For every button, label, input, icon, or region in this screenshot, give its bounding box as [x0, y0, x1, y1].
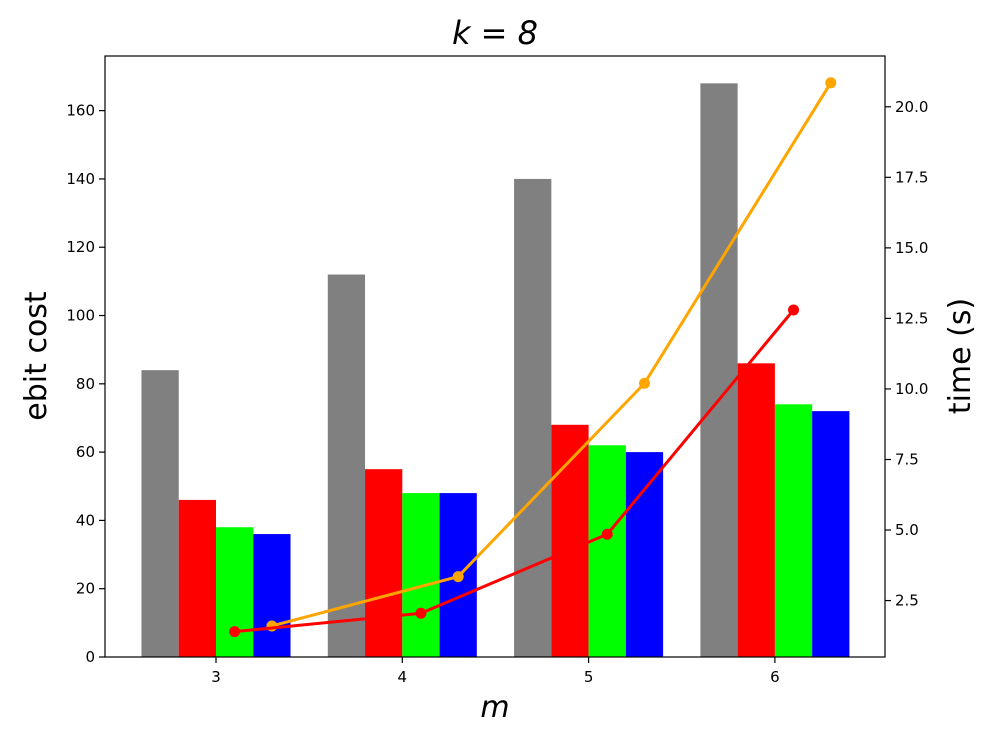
y-tick-label: 40	[76, 511, 95, 529]
x-tick-label: 4	[398, 668, 408, 686]
bar-s1-m5	[551, 424, 589, 657]
y-axis-title: ebit cost	[19, 291, 54, 421]
time-point-0-1	[452, 571, 464, 583]
bar-s0-m5	[514, 178, 552, 657]
y-tick-label: 20	[76, 580, 95, 598]
time-point-0-2	[638, 377, 650, 389]
plot-frame	[104, 55, 886, 658]
x-tick-label: 6	[770, 668, 780, 686]
bar-s0-m4	[327, 274, 366, 657]
time-point-1-3	[788, 304, 800, 316]
lines-layer	[229, 77, 837, 638]
y-tick-label: 60	[76, 443, 95, 461]
bar-s1-m6	[737, 363, 775, 657]
y2-tick-label: 10.0	[895, 380, 928, 398]
y-tick-label: 0	[85, 648, 95, 666]
y2-tick-label: 15.0	[895, 239, 928, 257]
bar-s0-m3	[141, 370, 179, 657]
bar-s3-m6	[812, 411, 850, 657]
y-tick-label: 140	[66, 170, 95, 188]
y2-tick-label: 20.0	[895, 98, 928, 116]
y-tick-label: 160	[66, 102, 95, 120]
y2-axis-ticks: 2.5 5.0 7.5 10.0 12.5 15.0 17.5 20.0	[885, 98, 928, 610]
chart-title: k = 8	[452, 14, 538, 52]
time-point-1-1	[415, 607, 427, 619]
time-line-0	[271, 82, 833, 628]
bars-layer	[141, 83, 850, 658]
time-line-1	[234, 308, 795, 634]
x-axis-ticks: 3 4 5 6	[211, 657, 780, 686]
y2-tick-label: 2.5	[895, 592, 919, 610]
x-axis-title: m	[480, 690, 509, 725]
time-point-1-2	[601, 528, 613, 540]
bar-s2-m3	[216, 527, 254, 657]
y-tick-label: 100	[66, 307, 95, 325]
y2-tick-label: 5.0	[895, 521, 919, 539]
y2-axis-title: time (s)	[943, 298, 978, 414]
y2-tick-label: 7.5	[895, 450, 919, 468]
x-tick-label: 3	[211, 668, 221, 686]
bar-s1-m4	[365, 469, 403, 657]
time-point-1-0	[229, 626, 241, 638]
bar-s3-m3	[253, 534, 291, 657]
y-tick-label: 120	[66, 238, 95, 256]
y-axis-ticks: 0 20 40 60 80 100 120 140 160	[66, 102, 105, 666]
x-tick-label: 5	[584, 668, 594, 686]
bar-s2-m6	[774, 404, 813, 657]
bar-s2-m4	[402, 493, 440, 657]
bar-s2-m5	[588, 445, 626, 657]
y-tick-label: 80	[76, 375, 95, 393]
bar-s3-m5	[625, 452, 664, 657]
y2-tick-label: 12.5	[895, 309, 928, 327]
bar-s0-m6	[700, 83, 738, 658]
y2-tick-label: 17.5	[895, 168, 928, 186]
bar-s1-m3	[178, 499, 216, 657]
time-point-0-3	[825, 77, 837, 89]
